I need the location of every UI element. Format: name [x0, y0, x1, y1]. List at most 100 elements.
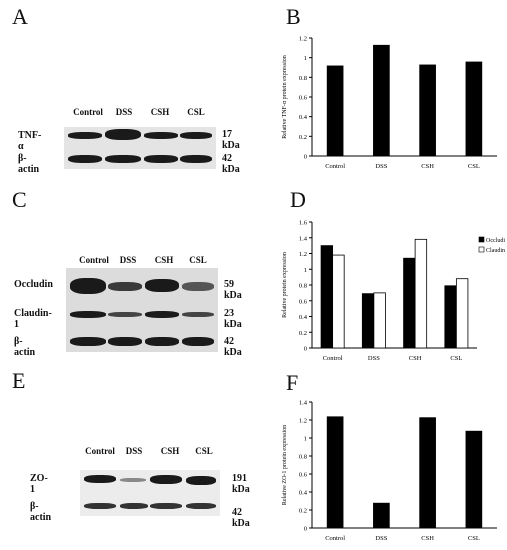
- y-axis-label: Relative ZO-1 protein expression: [282, 425, 288, 505]
- x-tick-label: CSL: [450, 355, 462, 362]
- western-band: [150, 475, 182, 484]
- western-band: [120, 503, 148, 509]
- blot-a-lane-label: DSS: [115, 107, 133, 117]
- x-tick-label: Control: [325, 163, 345, 170]
- blot-e-kda-label: 42 kDa: [232, 507, 250, 529]
- blot-c-lane-label: DSS: [119, 255, 137, 265]
- x-tick-label: CSH: [421, 535, 434, 542]
- blot-a-row-label: TNF-α: [18, 130, 42, 152]
- western-band: [144, 132, 178, 139]
- y-tick-label: 0: [304, 346, 307, 353]
- western-band: [145, 311, 179, 318]
- western-band: [120, 478, 146, 482]
- y-tick-label: 0.6: [299, 472, 308, 479]
- bar-claudin-1: [455, 278, 469, 349]
- y-tick-label: 1.2: [299, 418, 307, 425]
- western-band: [145, 279, 179, 292]
- bar-chart-zo1: 0 0.2 0.4 0.6 0.8 1 1.2 1.4 Relative ZO-1 protei…: [282, 400, 497, 542]
- y-tick-label: 1.2: [299, 251, 307, 258]
- western-band: [108, 337, 142, 346]
- blot-a-kda-label: 17 kDa: [222, 129, 240, 151]
- western-band: [186, 476, 216, 485]
- western-band: [144, 155, 178, 163]
- panel-letter-a: A: [12, 4, 28, 29]
- panel-letter-b: B: [286, 4, 301, 29]
- panel-letter-d: D: [290, 187, 306, 212]
- blot-c-lane-label: CSL: [189, 255, 207, 265]
- x-tick-label: DSS: [375, 163, 387, 170]
- western-band: [68, 132, 102, 139]
- western-band: [70, 337, 106, 346]
- x-tick-label: CSH: [421, 163, 434, 170]
- x-tick-label: DSS: [368, 355, 380, 362]
- blot-e-lane-label: CSH: [160, 446, 180, 456]
- blot-a-row-label: β-actin: [18, 153, 40, 175]
- bar: [465, 430, 483, 528]
- y-tick-label: 0.6: [299, 95, 308, 102]
- western-band: [145, 337, 179, 346]
- blot-c-row-label: Claudin-1: [14, 308, 52, 330]
- y-tick-label: 1.4: [299, 235, 308, 242]
- x-tick-label: Control: [325, 535, 345, 542]
- y-tick-label: 0.8: [299, 283, 307, 290]
- bar-occludin: [320, 245, 334, 349]
- x-tick-label: Control: [323, 355, 343, 362]
- western-band: [108, 312, 142, 317]
- blot-a-lane-label: CSH: [150, 107, 170, 117]
- panel-letter-c: C: [12, 187, 27, 212]
- bar: [326, 416, 344, 528]
- blot-c-row-label: β-actin: [14, 336, 36, 358]
- y-tick-label: 1.4: [299, 400, 308, 407]
- panel-letter-f: F: [286, 370, 299, 395]
- blot-e-row-label: β-actin: [30, 501, 52, 523]
- y-tick-label: 1: [304, 55, 307, 62]
- panel-letter-e: E: [12, 368, 26, 393]
- blot-e-lane-label: Control: [85, 446, 115, 456]
- y-tick-label: 0.2: [299, 134, 307, 141]
- y-tick-label: 0.4: [299, 114, 308, 121]
- blot-e-lane-label: CSL: [195, 446, 213, 456]
- western-band: [70, 278, 106, 294]
- western-band: [186, 503, 216, 509]
- legend-label: Occludin: [486, 238, 505, 244]
- bar-occludin: [444, 285, 457, 349]
- western-band: [105, 129, 141, 140]
- y-tick-label: 0.2: [299, 330, 307, 337]
- blot-c-kda-label: 59 kDa: [224, 279, 242, 301]
- y-tick-label: 1: [304, 267, 307, 274]
- x-tick-label: CSL: [468, 163, 480, 170]
- bar-chart-tnf: 0 0.2 0.4 0.6 0.8 1 1.2 Relative TNF-α protein …: [282, 36, 497, 170]
- western-band: [182, 282, 214, 291]
- blot-a-kda-label: 42 kDa: [222, 153, 240, 175]
- legend-swatch: [478, 246, 485, 253]
- y-tick-label: 0.2: [299, 508, 307, 515]
- western-band: [105, 155, 141, 163]
- y-tick-label: 0.4: [299, 314, 308, 321]
- bar-claudin-1: [373, 292, 386, 349]
- blot-e-row-label: ZO-1: [30, 473, 48, 495]
- western-band: [182, 337, 214, 346]
- blot-e-lane-label: DSS: [125, 446, 143, 456]
- blot-a-lane-label: CSL: [187, 107, 205, 117]
- x-tick-label: CSL: [468, 535, 480, 542]
- blot-a-lane-label: Control: [73, 107, 103, 117]
- y-tick-label: 1.6: [299, 220, 308, 227]
- western-band: [150, 503, 182, 509]
- western-band: [70, 311, 106, 318]
- legend-label: Claudin-1: [486, 248, 505, 254]
- x-tick-label: DSS: [375, 535, 387, 542]
- western-band: [108, 282, 142, 291]
- bar-occludin: [403, 257, 416, 349]
- y-axis-label: Relative protein expression: [282, 252, 288, 318]
- blot-c-kda-label: 42 kDa: [224, 336, 242, 358]
- blot-c-lane-label: CSH: [154, 255, 174, 265]
- y-axis-label: Relative TNF-α protein expression: [282, 55, 288, 139]
- blot-c-lane-label: Control: [79, 255, 109, 265]
- bar-claudin-1: [332, 254, 345, 349]
- bar-occludin: [361, 293, 375, 349]
- blot-c-row-label: Occludin: [14, 279, 53, 290]
- western-band: [180, 155, 212, 163]
- western-band: [68, 155, 102, 163]
- bar: [419, 64, 436, 156]
- bar: [326, 65, 344, 156]
